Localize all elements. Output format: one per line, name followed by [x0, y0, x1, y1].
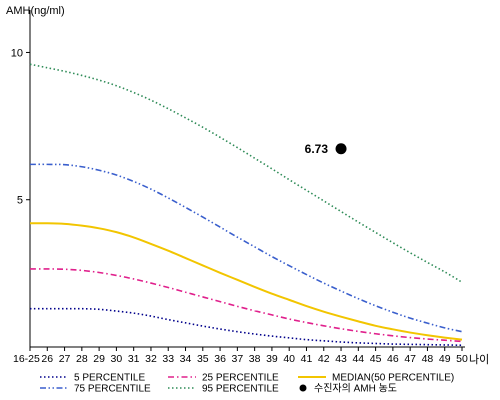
x-tick-label: 49	[439, 353, 451, 365]
x-tick-label: 45	[370, 353, 382, 365]
legend-swatch-dot	[299, 384, 307, 392]
y-tick-label: 10	[11, 47, 23, 59]
patient-amh-value-label: 6.73	[305, 142, 329, 156]
x-tick-label: 40	[283, 353, 295, 365]
x-tick-label: 28	[76, 353, 88, 365]
patient-amh-point	[335, 143, 347, 155]
x-tick-label: 50	[456, 353, 468, 365]
x-tick-label: 33	[162, 353, 174, 365]
legend-label: 25 PERCENTILE	[202, 373, 279, 384]
legend: 5 PERCENTILE 25 PERCENTILE MEDIAN(50 PERCE…	[40, 373, 454, 395]
x-tick-label: 27	[59, 353, 71, 365]
x-tick-label: 37	[232, 353, 244, 365]
x-tick-label: 29	[93, 353, 105, 365]
data-points: 6.73	[305, 142, 347, 156]
x-axis-label: 나이	[469, 353, 489, 366]
x-tick-label: 41	[301, 353, 313, 365]
series-line-75-percentile	[29, 163, 463, 333]
y-axis-label: AMH(ng/ml)	[6, 5, 65, 17]
series-line-25-percentile	[29, 268, 463, 343]
axes: AMH(ng/ml) 나이 5 10 16-25 26 27 28 29 30 31 32 33 34 35…	[6, 5, 489, 366]
x-tick-label: 32	[145, 353, 157, 365]
x-tick-label: 48	[422, 353, 434, 365]
series-lines	[29, 63, 463, 347]
x-tick-label: 38	[249, 353, 261, 365]
x-tick-label: 30	[111, 353, 123, 365]
legend-label: 수진자의 AMH 농도	[314, 383, 397, 395]
x-tick-label: 34	[180, 353, 192, 365]
legend-label: MEDIAN(50 PERCENTILE)	[332, 373, 454, 384]
series-line-95-percentile	[29, 63, 463, 283]
legend-label: 75 PERCENTILE	[74, 384, 151, 395]
x-tick-label: 16-25	[13, 353, 40, 365]
legend-label: 5 PERCENTILE	[74, 373, 145, 384]
x-tick-label: 35	[197, 353, 209, 365]
series-line-median-50-percentile	[29, 222, 463, 341]
x-tick-label: 39	[266, 353, 278, 365]
x-tick-label: 43	[335, 353, 347, 365]
legend-label: 95 PERCENTILE	[202, 384, 279, 395]
x-tick-label: 46	[387, 353, 399, 365]
x-tick-label: 31	[128, 353, 140, 365]
x-tick-label: 26	[41, 353, 53, 365]
x-tick-label: 36	[214, 353, 226, 365]
y-tick-label: 5	[17, 195, 23, 207]
x-tick-label: 42	[318, 353, 330, 365]
x-tick-label: 44	[352, 353, 364, 365]
x-tick-label: 47	[404, 353, 416, 365]
